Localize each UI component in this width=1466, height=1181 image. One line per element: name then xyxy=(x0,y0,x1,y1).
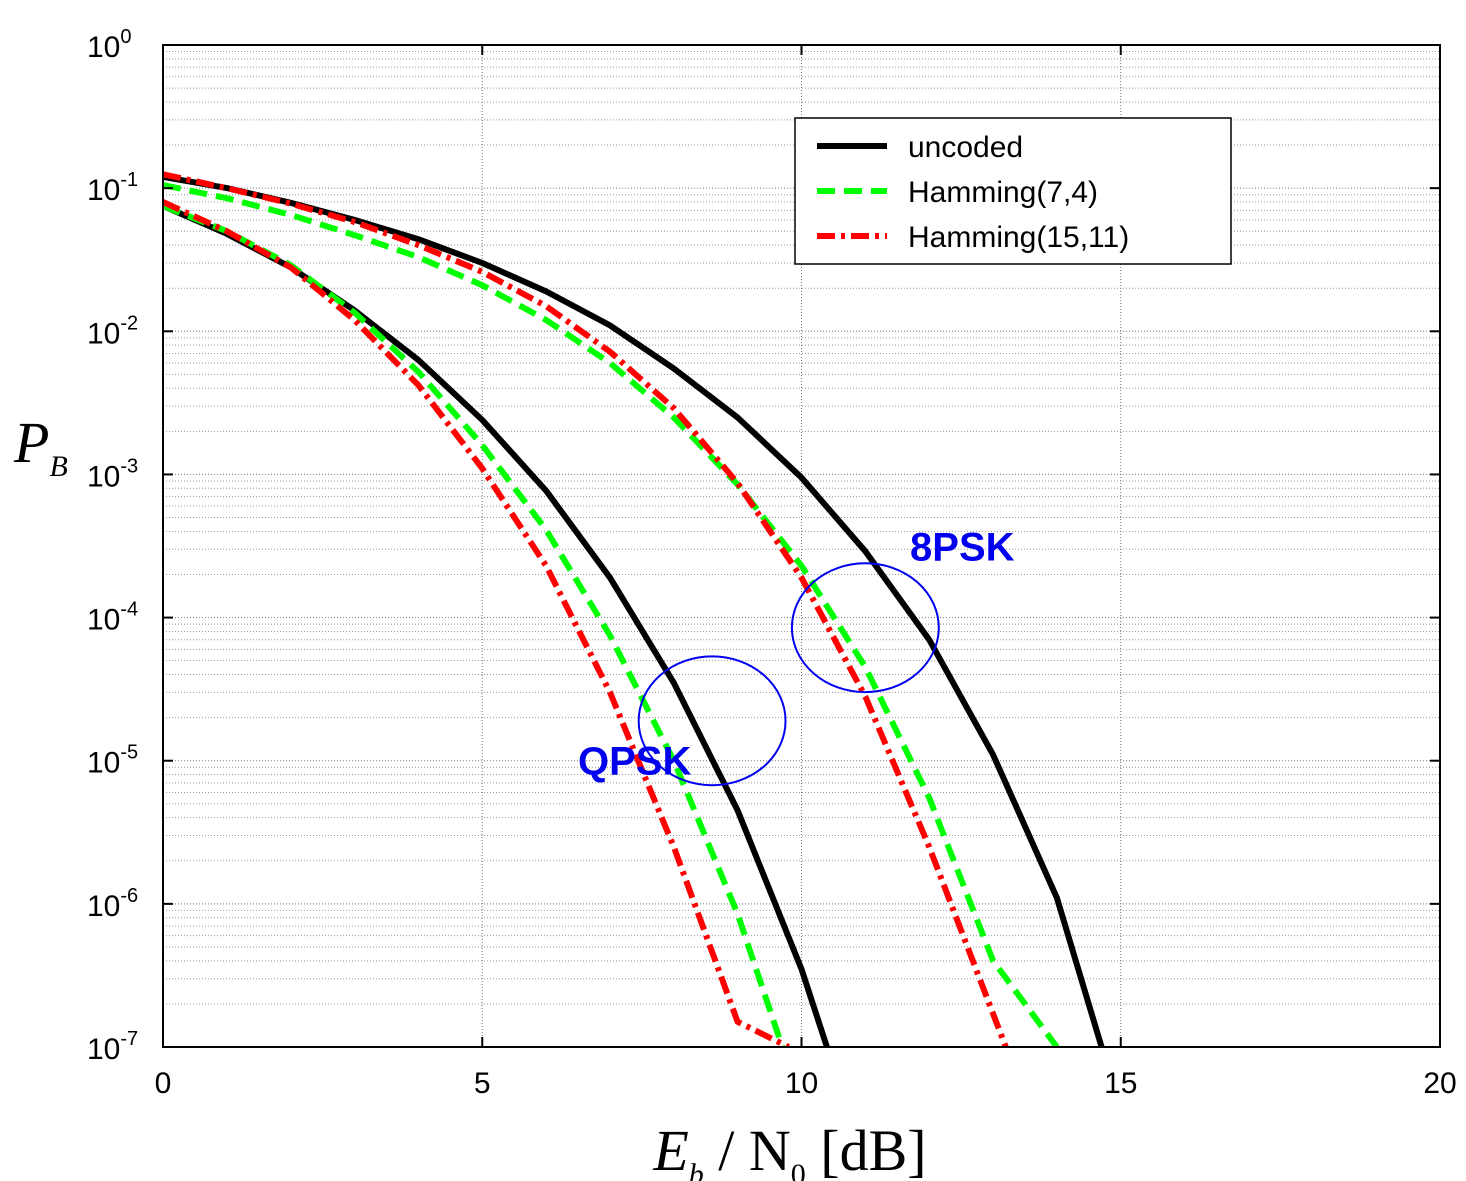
annotation-ellipse-1 xyxy=(637,655,787,787)
legend-label-2: Hamming(15,11) xyxy=(908,221,1129,254)
y-tick-label: 10-3 xyxy=(87,455,138,493)
x-tick-label: 20 xyxy=(1423,1067,1456,1100)
x-tick-label: 10 xyxy=(785,1067,818,1100)
y-tick-label: 10-4 xyxy=(87,599,138,637)
y-axis-title: PB xyxy=(13,410,68,483)
x-axis-title: Eb / N0 [dB] xyxy=(652,1118,926,1181)
annotation-ellipse-0 xyxy=(790,562,940,694)
y-tick-label: 100 xyxy=(87,26,132,64)
axis-titles: Eb / N0 [dB] PB xyxy=(13,410,927,1181)
y-tick-label: 10-7 xyxy=(87,1028,138,1066)
annotation-label-qpsk: QPSK xyxy=(578,740,691,784)
x-tick-label: 15 xyxy=(1104,1067,1137,1100)
x-tick-label: 0 xyxy=(155,1067,172,1100)
y-tick-label: 10-6 xyxy=(87,885,138,923)
series-lines xyxy=(163,171,1105,1047)
legend: uncoded Hamming(7,4) Hamming(15,11) xyxy=(794,117,1232,265)
series-line-qpsk-2 xyxy=(163,199,791,1047)
y-tick-label: 10-5 xyxy=(87,742,138,780)
y-tick-label: 10-2 xyxy=(87,312,138,350)
series-line-8psk-5 xyxy=(163,171,1009,1047)
axes: 0 5 10 15 20 100 10-1 10-2 10-3 10-4 10-5 10-6 10-7 xyxy=(87,26,1457,1100)
legend-box xyxy=(794,117,1232,265)
y-tick-label: 10-1 xyxy=(87,169,138,207)
annotation-label-8psk: 8PSK xyxy=(910,526,1015,570)
series-line-8psk-4 xyxy=(163,182,1060,1047)
annotations: 8PSK QPSK xyxy=(578,526,1015,787)
x-tick-label: 5 xyxy=(474,1067,491,1100)
legend-label-1: Hamming(7,4) xyxy=(908,176,1098,209)
legend-label-0: uncoded xyxy=(908,131,1023,164)
series-line-qpsk-1 xyxy=(163,203,847,1047)
